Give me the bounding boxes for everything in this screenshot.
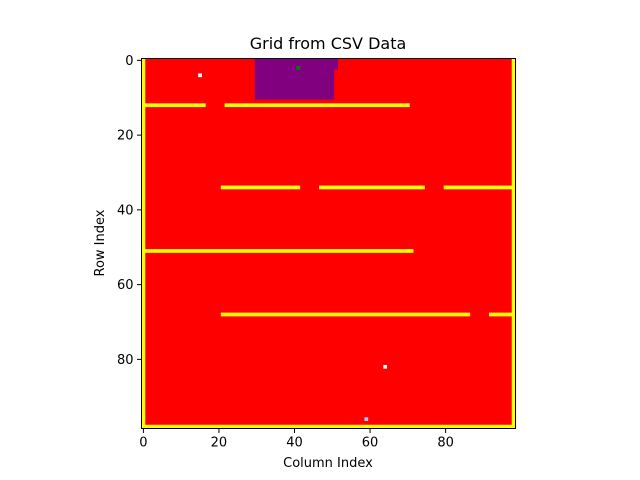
heatmap-cell-region-yellow: [141, 103, 206, 108]
heatmap-cell-region-white: [198, 73, 202, 78]
heatmap-cell-region-purple: [330, 58, 338, 70]
y-tick-label: 40: [117, 203, 134, 218]
x-axis: 0 20 40 60 80: [139, 428, 454, 451]
x-tick-label: 40: [286, 436, 303, 451]
plot-area: [141, 58, 516, 429]
heatmap-cell-region-yellow: [141, 424, 516, 429]
heatmap-cell-region-yellow: [319, 185, 425, 190]
heatmap-cell-region-yellow: [220, 185, 301, 190]
plot-frame: [141, 58, 516, 429]
x-tick-label: 20: [211, 436, 228, 451]
heatmap-cell-region-yellow: [489, 312, 516, 317]
heatmap-background: [141, 58, 516, 429]
x-axis-label: Column Index: [283, 456, 373, 471]
y-tick-label: 0: [125, 54, 133, 69]
heatmap-cell-region-lightblue: [364, 417, 369, 422]
x-tick-label: 80: [437, 436, 454, 451]
heatmap-cell-region-yellow: [443, 185, 516, 190]
heatmap-cell-region-yellow: [224, 103, 410, 108]
heatmap-cell-region-white: [383, 364, 388, 369]
y-tick-label: 80: [117, 353, 134, 368]
x-tick-label: 60: [362, 436, 379, 451]
heatmap-cell-region-yellow: [141, 249, 414, 253]
heatmap-cell-region-green: [296, 65, 301, 70]
heatmap-cell-region-purple: [254, 58, 335, 100]
heatmap-cell-region-yellow: [511, 58, 516, 429]
heatmap-cell-region-yellow: [220, 312, 471, 317]
x-tick-label: 0: [139, 436, 147, 451]
y-axis: 0 20 40 60 80: [117, 54, 142, 368]
heatmap-cell-region-yellow: [141, 58, 146, 429]
y-tick-label: 60: [117, 278, 134, 293]
chart-title: Grid from CSV Data: [250, 34, 407, 53]
y-axis-label: Row Index: [93, 209, 108, 276]
y-tick-label: 20: [117, 129, 134, 144]
